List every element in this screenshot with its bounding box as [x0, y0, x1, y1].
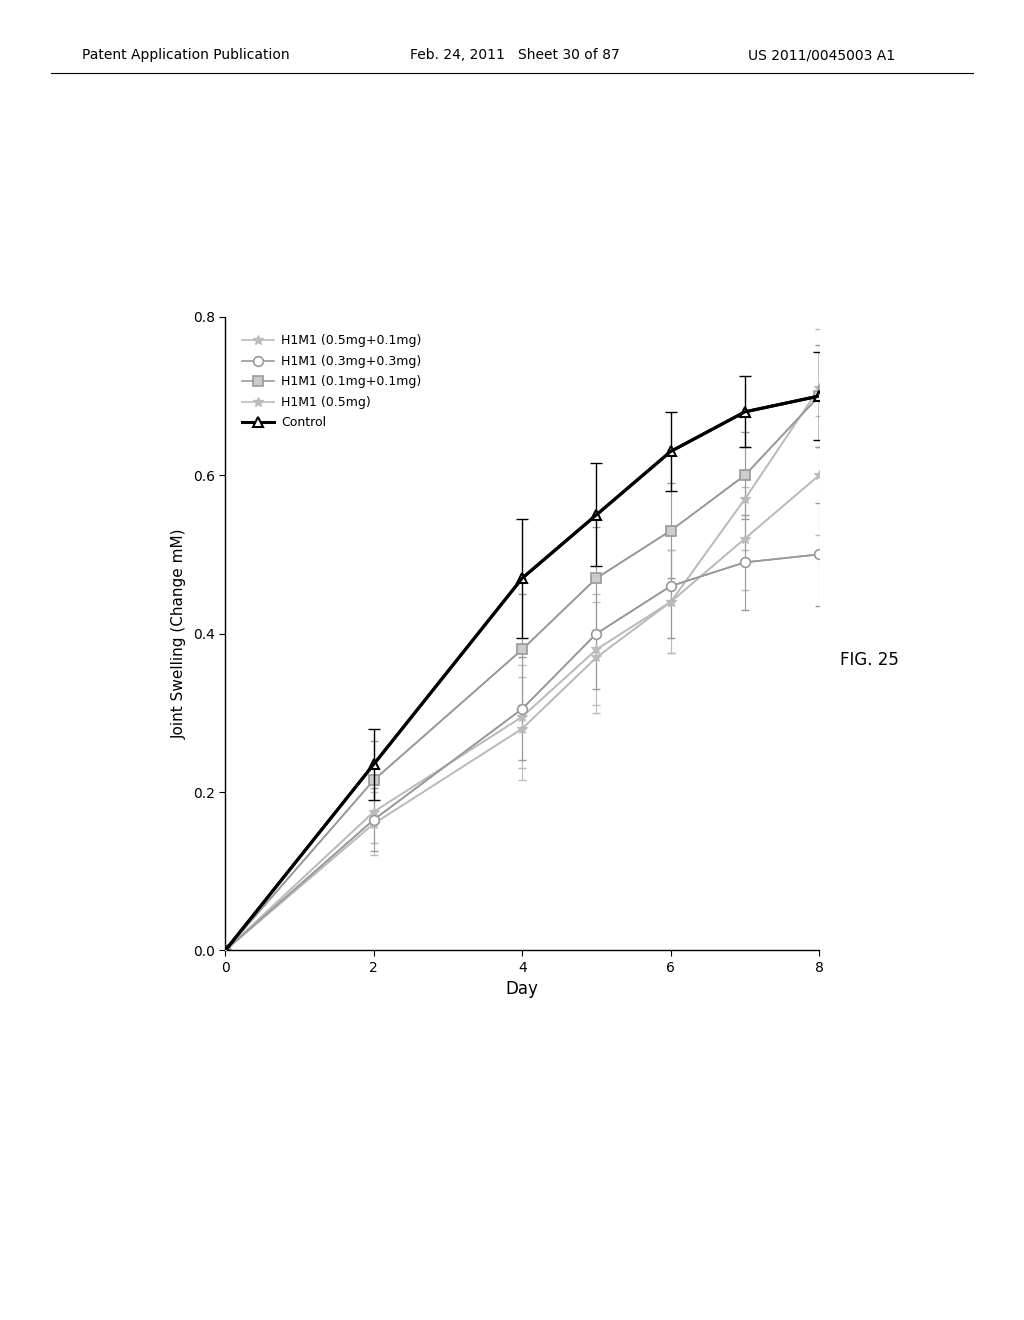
Control [516, 570, 528, 586]
H1M1 (0.5mg+0.1mg) [368, 816, 380, 832]
H1M1 (0.1mg+0.1mg) [516, 642, 528, 657]
Text: US 2011/0045003 A1: US 2011/0045003 A1 [748, 49, 895, 62]
H1M1 (0.1mg+0.1mg) [813, 388, 825, 404]
H1M1 (0.5mg) [219, 942, 231, 958]
H1M1 (0.5mg+0.1mg) [813, 380, 825, 396]
H1M1 (0.3mg+0.3mg) [368, 812, 380, 828]
H1M1 (0.3mg+0.3mg) [738, 554, 751, 570]
Y-axis label: Joint Swelling (Change mM): Joint Swelling (Change mM) [172, 528, 187, 739]
Line: H1M1 (0.3mg+0.3mg): H1M1 (0.3mg+0.3mg) [220, 549, 824, 956]
H1M1 (0.5mg) [590, 642, 602, 657]
Text: FIG. 25: FIG. 25 [840, 651, 898, 669]
Line: Control: Control [220, 391, 824, 956]
H1M1 (0.3mg+0.3mg) [219, 942, 231, 958]
H1M1 (0.5mg+0.1mg) [590, 649, 602, 665]
H1M1 (0.1mg+0.1mg) [665, 523, 677, 539]
Line: H1M1 (0.5mg+0.1mg): H1M1 (0.5mg+0.1mg) [220, 383, 824, 956]
Line: H1M1 (0.5mg): H1M1 (0.5mg) [220, 470, 824, 956]
Legend: H1M1 (0.5mg+0.1mg), H1M1 (0.3mg+0.3mg), H1M1 (0.1mg+0.1mg), H1M1 (0.5mg), Contro: H1M1 (0.5mg+0.1mg), H1M1 (0.3mg+0.3mg), … [238, 330, 427, 434]
H1M1 (0.5mg+0.1mg) [219, 942, 231, 958]
H1M1 (0.5mg) [516, 709, 528, 725]
Control [219, 942, 231, 958]
H1M1 (0.5mg) [665, 594, 677, 610]
H1M1 (0.5mg) [368, 804, 380, 820]
H1M1 (0.5mg+0.1mg) [738, 491, 751, 507]
H1M1 (0.3mg+0.3mg) [665, 578, 677, 594]
Line: H1M1 (0.1mg+0.1mg): H1M1 (0.1mg+0.1mg) [220, 391, 824, 956]
H1M1 (0.3mg+0.3mg) [516, 701, 528, 717]
H1M1 (0.5mg) [813, 467, 825, 483]
H1M1 (0.1mg+0.1mg) [368, 772, 380, 788]
Control [368, 756, 380, 772]
Control [738, 404, 751, 420]
Control [813, 388, 825, 404]
H1M1 (0.3mg+0.3mg) [590, 626, 602, 642]
H1M1 (0.1mg+0.1mg) [738, 467, 751, 483]
H1M1 (0.5mg) [738, 531, 751, 546]
H1M1 (0.5mg+0.1mg) [665, 594, 677, 610]
Text: Patent Application Publication: Patent Application Publication [82, 49, 290, 62]
X-axis label: Day: Day [506, 981, 539, 998]
Text: Feb. 24, 2011   Sheet 30 of 87: Feb. 24, 2011 Sheet 30 of 87 [410, 49, 620, 62]
Control [590, 507, 602, 523]
H1M1 (0.1mg+0.1mg) [590, 570, 602, 586]
H1M1 (0.5mg+0.1mg) [516, 721, 528, 737]
H1M1 (0.1mg+0.1mg) [219, 942, 231, 958]
H1M1 (0.3mg+0.3mg) [813, 546, 825, 562]
Control [665, 444, 677, 459]
